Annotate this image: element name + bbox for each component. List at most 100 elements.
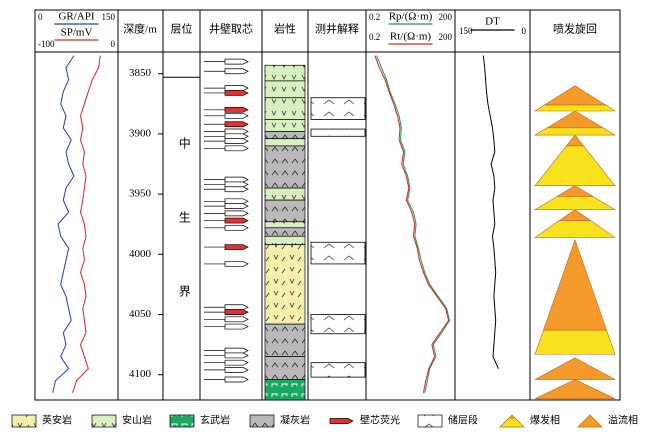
core xyxy=(224,352,249,359)
lithology xyxy=(264,138,306,147)
legend-label: 壁芯荧光 xyxy=(360,413,400,426)
scale-label: 0.2 xyxy=(369,32,380,42)
effusive-facies xyxy=(534,379,616,400)
scale-label: 0 xyxy=(38,12,43,22)
y-tick-label: 3900 xyxy=(129,127,152,139)
effusive-facies xyxy=(542,238,608,331)
core xyxy=(224,121,249,128)
core xyxy=(224,58,249,65)
core xyxy=(224,186,249,193)
legend-swatch xyxy=(169,414,195,428)
core xyxy=(224,145,249,152)
effusive-facies xyxy=(543,85,607,106)
lithology xyxy=(264,244,306,325)
lithology xyxy=(264,64,306,82)
explosive-facies xyxy=(534,220,616,238)
legend-swatch xyxy=(499,414,525,428)
column-dividers xyxy=(117,10,531,400)
log-curve xyxy=(374,55,450,393)
curve-name: SP/mV xyxy=(61,27,93,39)
lithology xyxy=(264,131,306,140)
core xyxy=(224,203,249,209)
scale-label: 0.2 xyxy=(369,12,380,22)
explosive-facies xyxy=(533,104,617,112)
core xyxy=(224,217,249,224)
curve-name: GR/API xyxy=(58,11,94,23)
depth-header: 深度/m xyxy=(123,22,157,36)
legend-swatch xyxy=(249,414,275,428)
lithology xyxy=(264,379,306,401)
y-tick-label: 4050 xyxy=(129,308,152,320)
legend-label: 凝灰岩 xyxy=(280,413,310,426)
core xyxy=(224,176,249,183)
legend-swatch xyxy=(509,415,515,419)
column-header: 岩性 xyxy=(274,22,296,36)
lithology xyxy=(264,119,306,132)
core xyxy=(224,112,249,119)
column-header: 测井解释 xyxy=(315,22,359,36)
scale-label: -100 xyxy=(38,39,55,49)
core xyxy=(224,244,249,250)
core xyxy=(224,210,249,217)
core xyxy=(224,133,249,140)
log-curve xyxy=(376,55,451,393)
legend-label: 安山岩 xyxy=(122,413,152,426)
core xyxy=(224,68,249,75)
y-tick-label: 4000 xyxy=(129,248,152,260)
legend-label: 英安岩 xyxy=(42,413,72,426)
log-curve xyxy=(482,55,499,369)
core xyxy=(224,181,249,188)
core xyxy=(224,323,249,330)
core xyxy=(224,85,249,91)
frame xyxy=(34,9,621,401)
core xyxy=(224,316,249,323)
scale-label: 0 xyxy=(522,26,527,36)
core xyxy=(224,304,249,311)
legend-label: 玄武岩 xyxy=(200,413,230,426)
core xyxy=(224,359,249,366)
reservoir xyxy=(310,362,366,378)
lithology xyxy=(264,323,306,358)
strata-name: 中生界 xyxy=(177,136,191,359)
core xyxy=(224,106,249,113)
legend-swatch xyxy=(91,414,117,428)
scale-label: 150 xyxy=(102,12,116,22)
core xyxy=(224,198,249,205)
lithology xyxy=(264,227,306,237)
lithology xyxy=(264,221,306,229)
legend-label: 爆发相 xyxy=(530,413,560,426)
lithology xyxy=(264,356,306,380)
reservoir xyxy=(310,241,366,265)
log-curve xyxy=(52,55,75,393)
explosive-facies xyxy=(534,145,616,186)
effusive-facies xyxy=(565,134,585,147)
y-tick-label: 3850 xyxy=(129,67,152,79)
lithology xyxy=(264,80,306,99)
legend-swatch xyxy=(11,414,37,428)
column-header: 层位 xyxy=(171,22,193,36)
core xyxy=(224,367,249,373)
column-header: 喷发旋回 xyxy=(553,22,597,36)
legend-swatch xyxy=(577,414,603,428)
reservoir xyxy=(310,314,366,335)
legend-swatch xyxy=(417,414,443,428)
core xyxy=(224,261,249,267)
core xyxy=(224,347,249,354)
explosive-facies xyxy=(534,329,616,355)
reservoir xyxy=(310,128,366,137)
effusive-facies xyxy=(534,357,616,380)
y-tick-label: 3950 xyxy=(129,188,152,200)
reservoir xyxy=(310,97,366,120)
explosive-facies xyxy=(533,196,617,211)
lithology xyxy=(264,199,306,223)
curve-name: Rp/(Ω·m) xyxy=(389,11,433,23)
core xyxy=(224,224,249,231)
legend-swatch xyxy=(329,418,354,424)
scale-label: 200 xyxy=(439,12,453,22)
curve-name: Rt/(Ω·m) xyxy=(390,31,432,43)
lithology xyxy=(264,145,306,189)
core xyxy=(224,138,249,144)
legend-label: 溢流相 xyxy=(608,413,638,426)
